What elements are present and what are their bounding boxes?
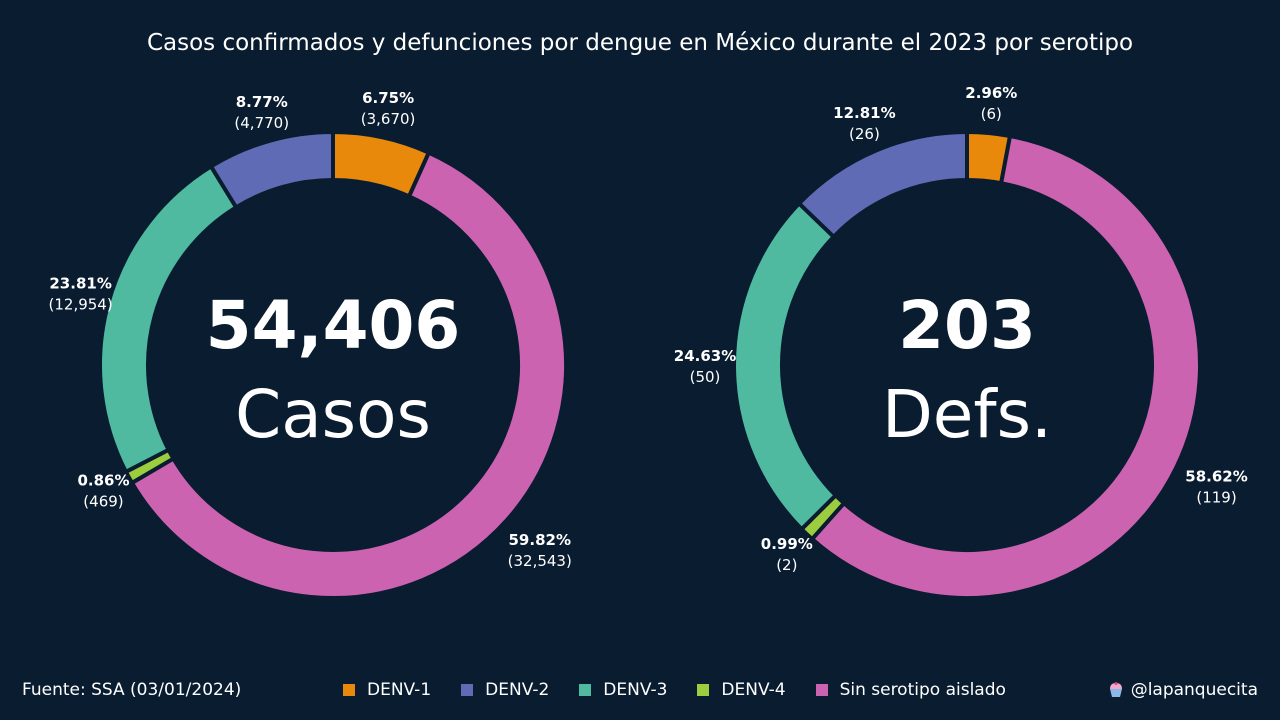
legend-label: DENV-3 xyxy=(603,680,668,700)
legend-item-denv4: DENV-4 xyxy=(697,680,786,700)
legend-swatch xyxy=(579,684,592,696)
slice-percent-label: 0.86% xyxy=(77,471,129,489)
slice-percent-label: 0.99% xyxy=(761,535,813,553)
slice-count-label: (119) xyxy=(1196,489,1236,507)
slice-count-label: (469) xyxy=(83,492,123,510)
slice-count-label: (12,954) xyxy=(49,296,113,314)
footer: Fuente: SSA (03/01/2024) DENV-1 DENV-2 D… xyxy=(0,676,1280,706)
slice-count-label: (6) xyxy=(981,105,1002,123)
legend-label: Sin serotipo aislado xyxy=(839,680,1006,700)
legend-label: DENV-2 xyxy=(485,680,550,700)
slice-count-label: (26) xyxy=(849,125,880,143)
slice-count-label: (2) xyxy=(776,556,797,574)
slice-percent-label: 2.96% xyxy=(965,84,1017,102)
slice-count-label: (4,770) xyxy=(234,114,289,132)
legend-label: DENV-1 xyxy=(367,680,432,700)
legend-swatch xyxy=(815,684,828,696)
author-handle: @lapanquecita xyxy=(1107,680,1258,700)
legend-label: DENV-4 xyxy=(721,680,786,700)
legend-swatch xyxy=(343,684,355,696)
handle-text: @lapanquecita xyxy=(1130,680,1258,700)
legend-item-denv2: DENV-2 xyxy=(461,680,549,700)
chart-title: Casos confirmados y defunciones por deng… xyxy=(146,30,1134,56)
slice-percent-label: 12.81% xyxy=(833,104,895,122)
donut-slice-denv-3 xyxy=(732,200,839,532)
legend-item-denv1: DENV-1 xyxy=(343,680,431,700)
center-value: 203 xyxy=(898,287,1036,364)
legend-item-denv3: DENV-3 xyxy=(579,680,667,700)
cupcake-icon xyxy=(1109,682,1122,697)
legend: DENV-1 DENV-2 DENV-3 DENV-4 Sin serotipo… xyxy=(343,680,1006,700)
slice-percent-label: 6.75% xyxy=(362,89,414,107)
slice-percent-label: 23.81% xyxy=(49,275,111,293)
source-note: Fuente: SSA (03/01/2024) xyxy=(22,680,242,700)
donut-slice-sin-serotipo-aislado xyxy=(809,133,1202,600)
donut-chart-1: 6.75% (3,670) 59.82% (32,543) 0.86% (469) 23.8… xyxy=(49,89,572,600)
slice-count-label: (32,543) xyxy=(508,552,572,570)
donut-slice-denv-2 xyxy=(796,129,969,240)
center-label: Defs. xyxy=(882,376,1052,453)
slice-percent-label: 58.62% xyxy=(1185,468,1247,486)
donut-slice-sin-serotipo-aislado xyxy=(129,149,568,600)
slice-percent-label: 59.82% xyxy=(509,531,571,549)
legend-swatch xyxy=(697,684,710,696)
center-value: 54,406 xyxy=(206,287,461,364)
center-label: Casos xyxy=(235,376,431,453)
slice-count-label: (50) xyxy=(690,368,721,386)
legend-item-sin-serotipo: Sin serotipo aislado xyxy=(815,680,1006,700)
slice-percent-label: 8.77% xyxy=(236,93,288,111)
donut-chart-2: 2.96% (6) 58.62% (119) 0.99% (2) 24.63% (50) 12.… xyxy=(674,84,1248,600)
slice-percent-label: 24.63% xyxy=(674,347,736,365)
donut-slice-denv-2 xyxy=(208,129,335,211)
slice-count-label: (3,670) xyxy=(361,110,416,128)
legend-swatch xyxy=(461,684,474,696)
